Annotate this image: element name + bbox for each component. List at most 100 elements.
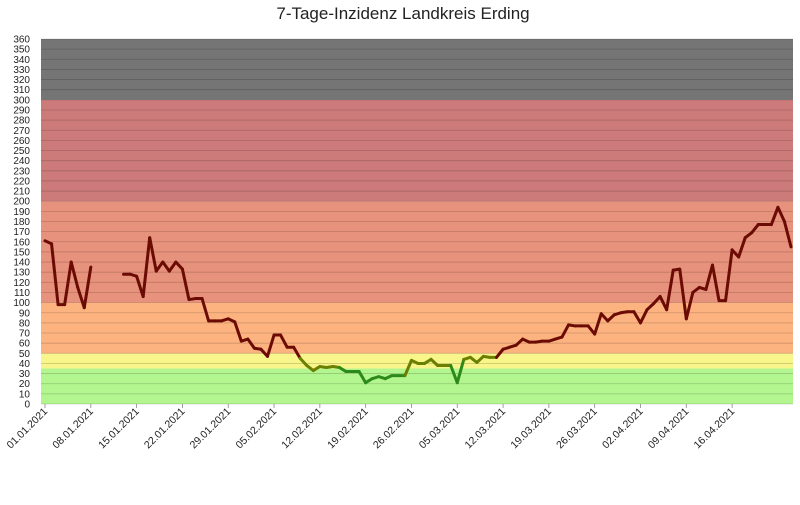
y-tick-label-300: 300 [13, 95, 30, 106]
series-segment-21 [180, 267, 191, 302]
y-tick-label-90: 90 [19, 308, 31, 319]
x-tick-label-4: 29.01.2021 [188, 406, 234, 452]
x-tick-label-11: 19.03.2021 [508, 406, 554, 452]
band-200-300 [41, 99, 793, 202]
series-segment-38 [292, 345, 302, 360]
series-segment-90 [632, 310, 642, 325]
x-tick-label-3: 22.01.2021 [142, 406, 188, 452]
band-0-35 [41, 368, 793, 404]
x-tick-label-12: 26.03.2021 [554, 406, 600, 452]
x-tick-label-6: 12.02.2021 [279, 406, 325, 452]
chart-title: 7-Tage-Inzidenz Landkreis Erding [276, 4, 529, 23]
y-tick-label-320: 320 [13, 75, 30, 86]
y-tick-label-340: 340 [13, 55, 30, 66]
y-tick-label-250: 250 [13, 146, 30, 157]
y-tick-label-190: 190 [13, 207, 30, 218]
series-segment-112 [776, 205, 786, 223]
x-tick-label-8: 26.02.2021 [371, 406, 417, 452]
series-segment-20 [174, 260, 184, 271]
x-tick-label-0: 01.01.2021 [4, 406, 50, 452]
y-tick-label-310: 310 [13, 85, 30, 96]
y-tick-label-360: 360 [13, 35, 30, 46]
y-tick-label-10: 10 [19, 389, 31, 400]
x-axis-tick-labels: 01.01.2021 08.01.2021 15.01.2021 22.01.2021… [4, 404, 737, 451]
y-tick-label-180: 180 [13, 217, 30, 228]
series-segment-79 [560, 323, 571, 339]
series-segment-6 [82, 265, 93, 310]
series-segment-98 [684, 290, 695, 321]
incidence-series [43, 205, 793, 385]
series-segment-95 [665, 268, 675, 312]
series-segment-113 [782, 220, 793, 249]
y-tick-label-130: 130 [13, 268, 30, 279]
y-tick-label-80: 80 [19, 318, 31, 329]
series-segment-84 [593, 312, 603, 336]
y-axis-tick-labels: 0102030405060708090100110120130140150160… [13, 35, 30, 411]
series-segment-18 [161, 260, 171, 273]
x-tick-label-5: 05.02.2021 [234, 406, 280, 452]
series-segment-3 [63, 260, 73, 307]
y-tick-label-70: 70 [19, 329, 31, 340]
threshold-bands [41, 39, 793, 404]
y-tick-label-20: 20 [19, 379, 31, 390]
y-tick-label-280: 280 [13, 116, 30, 127]
x-tick-label-1: 08.01.2021 [50, 406, 96, 452]
series-segment-36 [279, 333, 289, 349]
series-segment-48 [357, 370, 368, 385]
y-tick-label-330: 330 [13, 65, 30, 76]
series-segment-101 [704, 263, 714, 291]
series-segment-104 [724, 248, 734, 303]
series-segment-17 [154, 260, 165, 273]
series-segment-97 [678, 267, 688, 321]
x-tick-label-14: 09.04.2021 [646, 406, 692, 452]
y-tick-label-160: 160 [13, 237, 30, 248]
y-tick-label-210: 210 [13, 187, 30, 198]
y-tick-label-240: 240 [13, 156, 30, 167]
band-50-100 [41, 302, 793, 354]
y-tick-label-120: 120 [13, 278, 30, 289]
series-segment-4 [69, 260, 80, 289]
y-tick-label-60: 60 [19, 339, 31, 350]
series-segment-1 [50, 242, 60, 307]
y-tick-label-0: 0 [24, 400, 30, 411]
series-segment-63 [455, 357, 466, 385]
series-segment-5 [76, 285, 86, 310]
y-tick-label-40: 40 [19, 359, 31, 370]
series-segment-106 [737, 236, 747, 259]
series-segment-93 [652, 295, 662, 306]
series-segment-69 [495, 347, 505, 359]
y-tick-label-230: 230 [13, 166, 30, 177]
gridlines [41, 38, 793, 405]
series-segment-39 [298, 356, 309, 367]
x-tick-label-13: 02.04.2021 [600, 406, 646, 452]
series-segment-16 [148, 236, 158, 273]
series-segment-91 [638, 308, 649, 325]
series-segment-24 [200, 297, 211, 323]
y-tick-label-350: 350 [13, 45, 30, 56]
y-tick-label-140: 140 [13, 258, 30, 269]
y-tick-label-30: 30 [19, 369, 31, 380]
y-tick-label-100: 100 [13, 298, 30, 309]
y-tick-label-50: 50 [19, 349, 31, 360]
x-tick-label-15: 16.04.2021 [692, 406, 738, 452]
y-tick-label-260: 260 [13, 136, 30, 147]
x-tick-label-2: 15.01.2021 [96, 406, 142, 452]
y-tick-label-110: 110 [14, 288, 30, 299]
band-300-360 [41, 39, 793, 100]
series-segment-15 [141, 236, 152, 299]
series-segment-111 [769, 205, 780, 227]
series-segment-62 [449, 363, 459, 385]
x-tick-label-9: 05.03.2021 [417, 406, 463, 452]
band-100-200 [41, 201, 793, 303]
x-tick-label-10: 12.03.2021 [463, 406, 509, 452]
x-tick-label-7: 19.02.2021 [325, 406, 371, 452]
series-segment-55 [403, 358, 413, 378]
band-35-50 [41, 353, 793, 369]
y-tick-label-150: 150 [13, 247, 30, 258]
y-tick-label-170: 170 [13, 227, 30, 238]
series-segment-34 [265, 333, 276, 358]
series-segment-102 [710, 263, 721, 303]
y-tick-label-270: 270 [13, 126, 30, 137]
y-tick-label-290: 290 [13, 105, 30, 116]
